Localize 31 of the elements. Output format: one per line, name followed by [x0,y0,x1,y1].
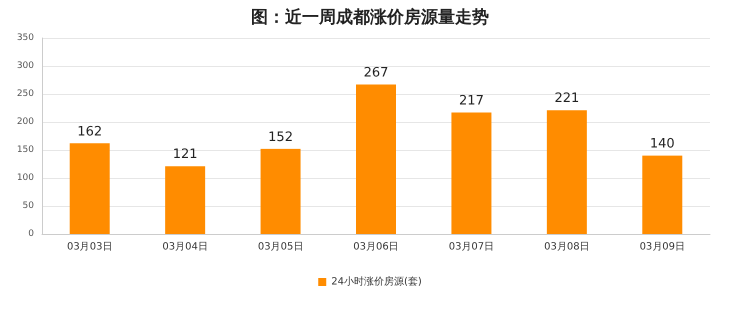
x-tick-label: 03月03日 [66,242,112,252]
bar [546,110,587,234]
y-tick-label: 300 [16,61,34,71]
data-label: 121 [172,147,198,162]
bar [642,156,682,234]
data-label: 152 [268,130,293,145]
x-tick-label: 03月07日 [448,242,494,252]
bar [260,148,301,234]
bar [70,143,110,234]
bar [356,84,396,234]
chart-title: 图：近一周成都涨价房源量走势 [251,8,489,28]
y-tick-label: 150 [16,145,34,155]
y-tick-label: 250 [16,89,34,99]
data-label: 140 [650,136,675,152]
x-tick-label: 03月08日 [544,242,590,252]
legend-label: 24小时涨价房源(套) [331,276,422,288]
y-tick-label: 100 [16,173,34,183]
data-label: 217 [459,93,484,108]
x-tick-label: 03月06日 [353,242,399,252]
data-label: 221 [554,91,580,106]
y-tick-label: 50 [22,201,34,211]
y-tick-label: 350 [16,33,34,43]
x-tick-label: 03月09日 [640,242,686,252]
x-tick-label: 03月05日 [258,242,304,252]
data-label: 162 [77,124,102,140]
y-tick-label: 0 [28,229,34,239]
y-tick-label: 200 [16,117,34,127]
data-label: 267 [364,65,388,80]
x-tick-label: 03月04日 [162,242,208,252]
bar [451,112,492,234]
bar [165,166,206,234]
